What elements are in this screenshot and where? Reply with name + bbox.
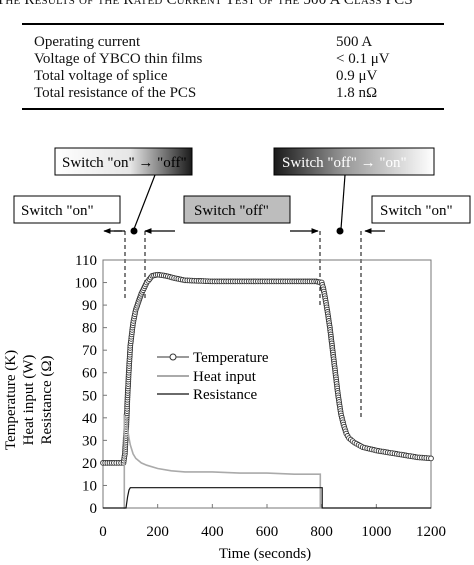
- legend: Temperature Heat input Resistance: [154, 344, 282, 404]
- y-axis-label-temperature: Temperature (K): [3, 350, 19, 450]
- table-bottom-rule: [22, 108, 444, 110]
- switch-on-left-box: Switch "on": [13, 195, 121, 224]
- spec-label: Total resistance of the PCS: [34, 85, 197, 101]
- switch-off-box: Switch "off": [183, 195, 291, 224]
- switch-off-label: Switch "off": [194, 203, 269, 219]
- spec-value: 0.9 μV: [336, 68, 378, 84]
- switch-on-right-box: Switch "on": [371, 195, 471, 224]
- spec-value: 500 A: [336, 34, 373, 50]
- x-tick-label: 800: [310, 524, 333, 540]
- off-on-pointer: [340, 174, 346, 230]
- x-tick-label: 200: [146, 524, 169, 540]
- x-tick-label: 600: [256, 524, 279, 540]
- table-row: Operating current 500 A: [34, 34, 390, 51]
- y-axis-label-resistance: Resistance (Ω): [39, 355, 55, 444]
- y-tick-label: 0: [90, 501, 98, 517]
- spec-value: < 0.1 μV: [336, 51, 390, 67]
- y-tick-label: 70: [82, 343, 97, 359]
- spec-label: Operating current: [34, 34, 141, 50]
- y-tick-label: 30: [82, 433, 97, 449]
- x-tick-label: 400: [201, 524, 224, 540]
- spec-value: 1.8 nΩ: [336, 85, 378, 101]
- legend-label-resistance: Resistance: [193, 387, 257, 403]
- off-on-dot: [336, 227, 344, 235]
- switch-on-off-box: Switch "on" → "off": [54, 147, 193, 176]
- legend-item-temperature: Temperature: [157, 350, 269, 366]
- switch-on-left-label: Switch "on": [21, 203, 94, 219]
- legend-label-heat-input: Heat input: [193, 369, 257, 385]
- spec-label: Total voltage of splice: [34, 68, 168, 84]
- phase-arrows: [103, 174, 385, 234]
- y-tick-label: 90: [82, 298, 97, 314]
- series-line-resistance: [103, 487, 431, 509]
- legend-item-resistance: Resistance: [157, 387, 257, 403]
- temperature-point: [428, 455, 434, 462]
- switch-on-off-label: Switch "on" → "off": [62, 155, 187, 171]
- y-tick-label: 110: [75, 253, 97, 269]
- legend-label-temperature: Temperature: [193, 350, 269, 366]
- table-row: Total voltage of splice 0.9 μV: [34, 68, 390, 85]
- line-chart: Switch "on" → "off" Switch "off" → "on" …: [3, 147, 471, 562]
- switch-off-on-label: Switch "off" → "on": [282, 155, 407, 171]
- y-tick-label: 60: [82, 366, 97, 382]
- legend-item-heat-input: Heat input: [157, 369, 257, 385]
- y-tick-label: 100: [75, 276, 98, 292]
- spec-table: Operating current 500 A Voltage of YBCO …: [34, 34, 390, 102]
- y-axis-label-heat-input: Heat input (W): [21, 355, 37, 446]
- table-top-rule: [22, 23, 444, 25]
- y-tick-label: 10: [82, 478, 97, 494]
- x-tick-label: 1200: [416, 524, 446, 540]
- y-tick-label: 20: [82, 456, 97, 472]
- series-line-heat-input: [123, 413, 322, 509]
- y-tick-label: 40: [82, 411, 97, 427]
- x-tick-label: 0: [99, 524, 107, 540]
- on-off-pointer: [133, 174, 156, 230]
- table-row: Total resistance of the PCS 1.8 nΩ: [34, 85, 390, 102]
- switch-on-right-label: Switch "on": [380, 203, 453, 219]
- series-layer: [100, 271, 434, 509]
- y-tick-label: 80: [82, 321, 97, 337]
- table-caption: The Results of the Rated Current Test of…: [0, 0, 474, 20]
- x-axis-label: Time (seconds): [219, 546, 311, 562]
- on-off-dot: [130, 227, 138, 235]
- x-tick-label: 1000: [361, 524, 391, 540]
- table-caption-text: The Results of the Rated Current Test of…: [0, 0, 413, 8]
- spec-label: Voltage of YBCO thin films: [34, 51, 203, 67]
- switch-off-on-box: Switch "off" → "on": [273, 147, 435, 176]
- y-tick-label: 50: [82, 388, 97, 404]
- axis-ticks: 0 10 20 30 40 50 60 70 80 90 100 110 0 200 400 600 800 10…: [75, 253, 447, 540]
- table-row: Voltage of YBCO thin films < 0.1 μV: [34, 51, 390, 68]
